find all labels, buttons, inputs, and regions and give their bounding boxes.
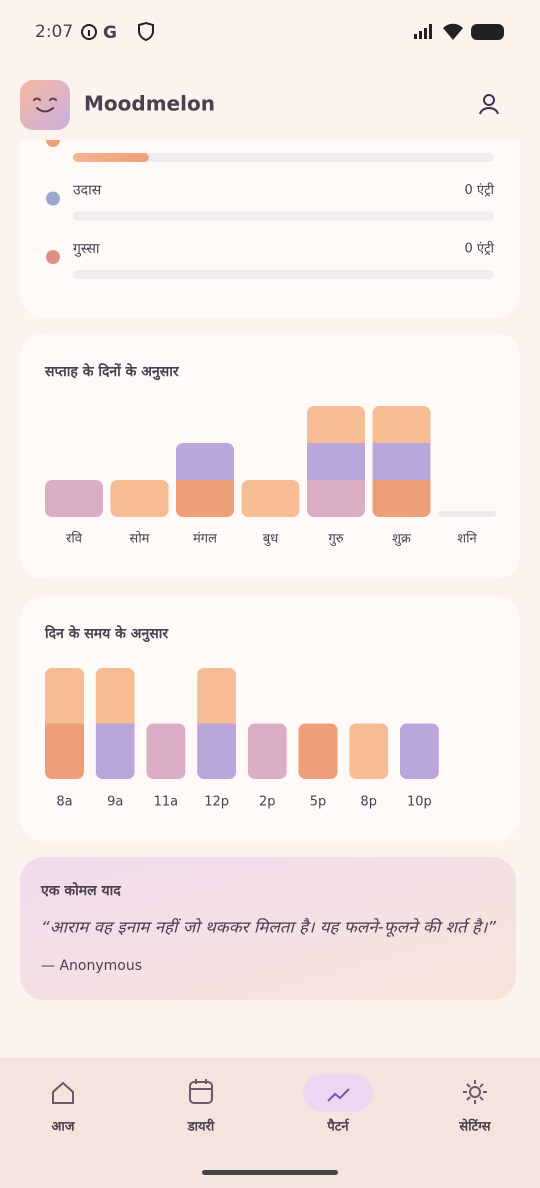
x-tick-label: 11a: [154, 795, 179, 810]
bar-segment: [45, 668, 84, 724]
progress-track: [73, 153, 494, 162]
weekday-card: [20, 333, 520, 579]
x-tick-label: 8a: [56, 795, 72, 810]
bar-segment: [197, 668, 237, 724]
progress-track: [73, 270, 494, 279]
empty-bar: [438, 511, 496, 517]
bar-segment: [95, 668, 135, 724]
bar-segment: [45, 723, 84, 779]
x-tick-label: 10p: [407, 795, 432, 810]
nav-label[interactable]: आज: [52, 1120, 76, 1135]
mood-count: 0 एंट्री: [464, 241, 494, 257]
bar-segment: [349, 723, 389, 779]
bar-segment: [307, 406, 365, 443]
bar-segment: [110, 480, 169, 517]
profile-button[interactable]: [479, 94, 499, 115]
bar-segment: [247, 723, 287, 779]
quote-card: [20, 857, 516, 1000]
x-tick-label: मंगल: [193, 532, 217, 547]
bar-segment: [307, 480, 365, 517]
bar-segment: [298, 723, 338, 779]
x-tick-label: बुध: [263, 532, 279, 547]
app-name: Moodmelon: [84, 92, 215, 116]
quote-author: — Anonymous: [41, 958, 142, 974]
nav-active-pill: [303, 1074, 373, 1112]
time: 2:07: [35, 22, 73, 42]
bar-segment: [197, 723, 237, 779]
mood-label: गुस्सा: [73, 241, 100, 257]
home-indicator: [202, 1170, 338, 1175]
status-icons: G: [81, 21, 504, 43]
x-tick-label: 2p: [259, 795, 276, 810]
nav-label[interactable]: डायरी: [187, 1119, 215, 1135]
bar-segment: [307, 443, 365, 480]
svg-text:G: G: [103, 23, 117, 43]
mood-count: 0 एंट्री: [464, 182, 494, 198]
bar-segment: [399, 723, 439, 779]
progress-track: [73, 211, 494, 221]
nav-icons: [52, 1079, 487, 1104]
nav-label[interactable]: पैटर्न: [326, 1119, 349, 1135]
header-bg: [0, 0, 540, 140]
bar-segment: [45, 480, 103, 517]
x-tick-label: सोम: [130, 531, 150, 547]
x-tick-label: शनि: [457, 531, 477, 547]
bar-segment: [146, 723, 186, 779]
bar-segment: [372, 480, 431, 517]
x-tick-label: 9a: [107, 795, 123, 810]
x-tick-label: शुक्र: [392, 532, 412, 547]
bar-segment: [95, 723, 135, 779]
x-tick-label: गुरु: [328, 532, 343, 547]
bar-segment: [176, 480, 234, 517]
x-tick-label: 12p: [204, 795, 229, 810]
app-icon: [20, 80, 70, 130]
quote-text: “आराम वह इनाम नहीं जो थककर मिलता है। यह …: [41, 918, 497, 938]
mood-dot: [46, 250, 60, 264]
nav-label[interactable]: सेटिंग्स: [458, 1118, 491, 1135]
quote-label: एक कोमल याद: [40, 882, 121, 899]
chart-title: सप्ताह के दिनों के अनुसार: [44, 363, 180, 381]
time-card: [20, 596, 520, 841]
bar-segment: [372, 443, 431, 480]
mood-label: उदास: [73, 183, 102, 199]
bar-segment: [241, 480, 300, 517]
x-tick-label: रवि: [66, 531, 83, 547]
chart-title: दिन के समय के अनुसार: [44, 625, 169, 643]
x-tick-label: 5p: [310, 795, 327, 810]
bar-segment: [176, 443, 234, 480]
nav-bar: [0, 1058, 540, 1188]
bar-segment: [372, 406, 431, 443]
x-tick-label: 8p: [360, 795, 377, 810]
mood-dot: [46, 191, 60, 206]
progress-fill: [73, 153, 149, 162]
